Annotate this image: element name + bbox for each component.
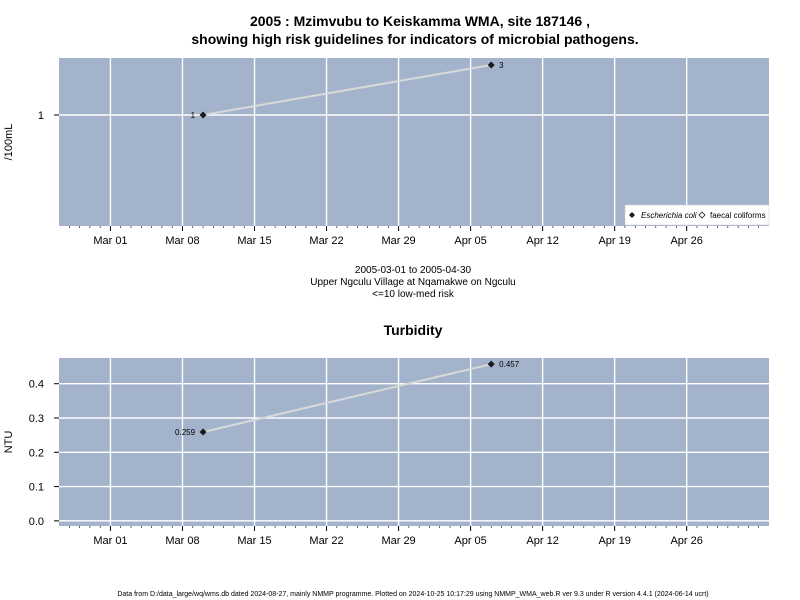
subtitle-date-range: 2005-03-01 to 2005-04-30 bbox=[355, 265, 472, 276]
turbidity-data-label: 0.259 bbox=[175, 428, 196, 437]
turbidity-x-tick-label: Mar 15 bbox=[237, 535, 271, 547]
turbidity-title: Turbidity bbox=[384, 322, 443, 338]
turbidity-data-point bbox=[487, 360, 495, 368]
ecoli-y-axis-label: /100mL bbox=[3, 124, 15, 161]
turbidity-x-tick-label: Mar 01 bbox=[93, 535, 127, 547]
ecoli-x-tick-label: Apr 26 bbox=[670, 235, 702, 247]
chart-title-line1: 2005 : Mzimvubu to Keiskamma WMA, site 1… bbox=[250, 13, 590, 29]
turbidity-data-point bbox=[199, 428, 207, 436]
ecoli-y-tick-label: 1 bbox=[38, 110, 44, 122]
ecoli-data-label: 1 bbox=[191, 111, 196, 120]
turbidity-panel: 0.259 0.457 Mar 01 Mar 08 Mar 15 Mar 22 Mar 2… bbox=[3, 358, 769, 547]
ecoli-data-label: 3 bbox=[499, 61, 504, 70]
turbidity-x-tick-label: Mar 08 bbox=[165, 535, 199, 547]
ecoli-x-tick-label: Mar 08 bbox=[165, 235, 199, 247]
turbidity-x-tick-label: Apr 05 bbox=[454, 535, 486, 547]
turbidity-y-tick-label: 0.4 bbox=[29, 379, 44, 391]
ecoli-x-tick-label: Mar 01 bbox=[93, 235, 127, 247]
turbidity-y-tick-label: 0.2 bbox=[29, 447, 44, 459]
footer-note: Data from D:/data_large/wq/wms.db dated … bbox=[117, 591, 708, 598]
subtitle-risk: <=10 low-med risk bbox=[372, 289, 455, 300]
legend-faecal-label: faecal coliforms bbox=[710, 211, 766, 220]
chart-title-line2: showing high risk guidelines for indicat… bbox=[191, 31, 638, 47]
turbidity-y-tick-label: 0.0 bbox=[29, 516, 44, 528]
legend-box bbox=[624, 204, 770, 226]
ecoli-legend: Escherichia coli faecal coliforms bbox=[624, 204, 770, 226]
turbidity-x-tick-label: Apr 12 bbox=[526, 535, 558, 547]
ecoli-x-tick-label: Apr 05 bbox=[454, 235, 486, 247]
turbidity-series-line bbox=[202, 363, 492, 434]
legend-ecoli-label: Escherichia coli bbox=[641, 211, 697, 220]
turbidity-x-tick-label: Apr 26 bbox=[670, 535, 702, 547]
turbidity-data-label: 0.457 bbox=[499, 360, 520, 369]
ecoli-data-point bbox=[487, 61, 495, 69]
ecoli-x-tick-label: Apr 19 bbox=[598, 235, 630, 247]
subtitle-site: Upper Ngculu Village at Nqamakwe on Ngcu… bbox=[310, 277, 515, 288]
ecoli-x-tick-label: Apr 12 bbox=[526, 235, 558, 247]
turbidity-plot-area bbox=[59, 358, 769, 526]
ecoli-series-line bbox=[202, 64, 492, 116]
ecoli-x-tick-label: Mar 22 bbox=[309, 235, 343, 247]
turbidity-x-tick-label: Mar 29 bbox=[381, 535, 415, 547]
turbidity-y-tick-label: 0.1 bbox=[29, 482, 44, 494]
turbidity-x-tick-label: Apr 19 bbox=[598, 535, 630, 547]
legend-faecal-marker-icon bbox=[698, 211, 706, 219]
ecoli-data-point bbox=[199, 111, 207, 119]
ecoli-plot-area bbox=[59, 58, 769, 226]
legend-ecoli-marker-icon bbox=[629, 212, 635, 218]
ecoli-x-tick-label: Mar 29 bbox=[381, 235, 415, 247]
ecoli-panel: 1 3 Mar 01 Mar 08 Mar 15 Mar 22 Mar 29 Apr 05 A… bbox=[3, 58, 770, 300]
turbidity-y-tick-label: 0.3 bbox=[29, 413, 44, 425]
ecoli-x-tick-label: Mar 15 bbox=[237, 235, 271, 247]
turbidity-y-axis-label: NTU bbox=[3, 431, 15, 454]
turbidity-x-tick-label: Mar 22 bbox=[309, 535, 343, 547]
